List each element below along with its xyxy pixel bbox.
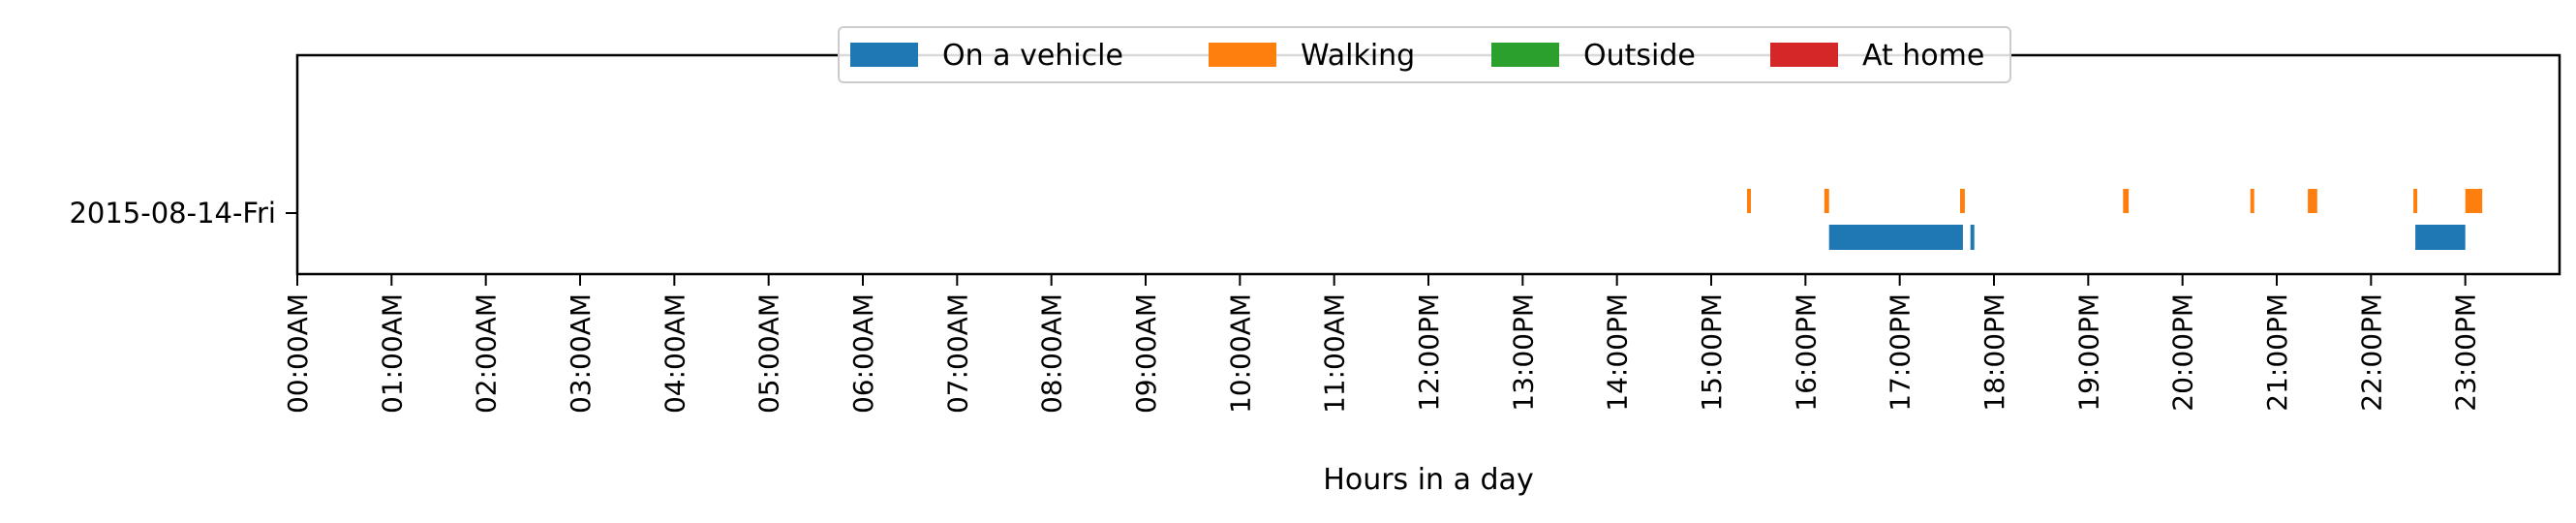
bar-on-a-vehicle: [2415, 225, 2466, 250]
x-tick-label: 14:00PM: [1602, 293, 1634, 412]
x-tick-label: 13:00PM: [1507, 293, 1539, 412]
x-tick-label: 00:00AM: [282, 293, 314, 414]
x-tick-label: 16:00PM: [1790, 293, 1822, 412]
legend-label-at-home: At home: [1862, 39, 1984, 73]
legend-swatch-on-a-vehicle: [850, 43, 918, 67]
x-tick-label: 04:00AM: [659, 293, 690, 414]
bar-walking: [1747, 189, 1751, 213]
bar-walking: [2465, 189, 2483, 213]
bar-walking: [1824, 189, 1829, 213]
x-tick-label: 01:00AM: [376, 293, 408, 414]
x-tick-label: 23:00PM: [2450, 293, 2482, 412]
x-tick-label: 15:00PM: [1696, 293, 1728, 412]
bar-walking: [2250, 189, 2254, 213]
legend: On a vehicle Walking Outside At home: [838, 26, 2011, 83]
x-tick-label: 05:00AM: [753, 293, 785, 414]
x-axis-label: Hours in a day: [1323, 463, 1533, 497]
y-tick-label: 2015-08-14-Fri: [69, 197, 276, 230]
legend-swatch-outside: [1491, 43, 1559, 67]
legend-box: [838, 26, 2011, 83]
bar-walking: [1960, 189, 1965, 213]
x-tick-label: 06:00AM: [847, 293, 879, 414]
x-tick-label: 21:00PM: [2261, 293, 2293, 412]
x-tick-label: 09:00AM: [1130, 293, 1162, 414]
x-tick-label: 22:00PM: [2355, 293, 2387, 412]
bar-walking: [2308, 189, 2317, 213]
x-tick-label: 12:00PM: [1413, 293, 1445, 412]
x-tick-label: 03:00AM: [565, 293, 597, 414]
legend-label-walking: Walking: [1301, 39, 1415, 73]
x-tick-label: 11:00AM: [1319, 293, 1351, 414]
activity-bars: [1747, 189, 2483, 250]
x-tick-label: 10:00AM: [1224, 293, 1256, 414]
x-tick-label: 20:00PM: [2167, 293, 2199, 412]
legend-swatch-walking: [1209, 43, 1276, 67]
x-tick-label: 19:00PM: [2072, 293, 2104, 412]
legend-label-on-a-vehicle: On a vehicle: [942, 39, 1123, 73]
legend-label-outside: Outside: [1583, 39, 1696, 73]
x-tick-label: 02:00AM: [471, 293, 503, 414]
bar-on-a-vehicle: [1828, 225, 1963, 250]
bar-walking: [2123, 189, 2130, 213]
x-tick-label: 17:00PM: [1885, 293, 1917, 412]
bar-walking: [2413, 189, 2418, 213]
bar-on-a-vehicle: [1970, 225, 1975, 250]
plot-area-frame: [295, 53, 2561, 276]
y-axis: 2015-08-14-Fri: [69, 197, 297, 230]
x-tick-label: 18:00PM: [1978, 293, 2010, 412]
x-tick-label: 07:00AM: [941, 293, 973, 414]
x-tick-label: 08:00AM: [1036, 293, 1068, 414]
x-axis: 00:00AM 01:00AM 02:00AM 03:00AM 04:00AM 05:00…: [282, 274, 2482, 414]
legend-swatch-at-home: [1770, 43, 1838, 67]
